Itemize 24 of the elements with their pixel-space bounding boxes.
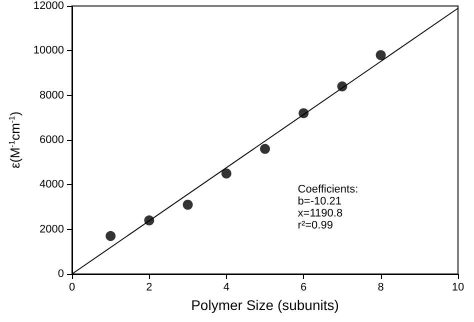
point bbox=[182, 200, 193, 210]
y-tick-label: 2000 bbox=[40, 223, 64, 236]
y-tick-label: 0 bbox=[58, 268, 64, 280]
annotation: x=1190.8 bbox=[298, 208, 343, 220]
y-tick-label: 6000 bbox=[40, 134, 64, 146]
y-tick-label: 8000 bbox=[40, 89, 64, 102]
point bbox=[260, 144, 270, 154]
x-axis-title: Polymer Size (subunits) bbox=[191, 297, 339, 313]
y-axis-title: ε(M-1cm-1) bbox=[8, 112, 22, 168]
annotation: r²=0.99 bbox=[298, 220, 333, 232]
y-tick-label: 10000 bbox=[33, 44, 64, 57]
point bbox=[376, 50, 386, 60]
annotation: Coefficients: bbox=[298, 184, 358, 196]
point bbox=[221, 168, 232, 178]
x-tick-label: 0 bbox=[68, 282, 76, 294]
x-tick-label: 4 bbox=[223, 282, 230, 294]
x-tick-label: 6 bbox=[300, 282, 307, 294]
y-tick-label: 4000 bbox=[40, 178, 64, 191]
x-tick-label: 10 bbox=[452, 282, 464, 294]
annotation: b=-10.21 bbox=[298, 196, 342, 208]
x-tick-label: 2 bbox=[146, 282, 152, 294]
y-tick-label: 12000 bbox=[33, 0, 64, 12]
point bbox=[106, 231, 116, 242]
x-tick-label: 8 bbox=[378, 282, 384, 294]
